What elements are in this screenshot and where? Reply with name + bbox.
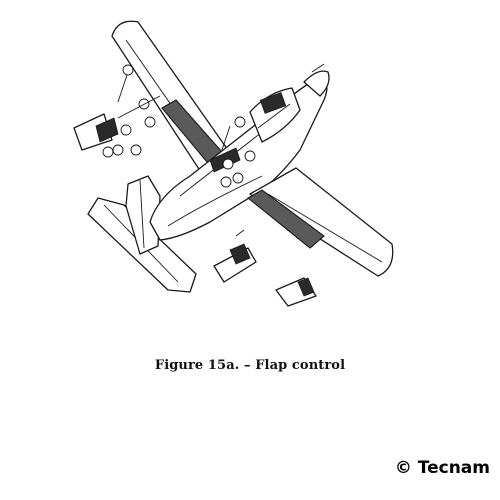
right-flap: [247, 189, 325, 249]
propeller-spinner: [303, 63, 330, 97]
figure-caption: Figure 15a. – Flap control: [154, 358, 346, 373]
cockpit: [249, 87, 301, 143]
flap-hinge-detail-center: [213, 229, 257, 283]
left-flap-actuator-detail: [73, 64, 161, 158]
flap-lever-assembly: [209, 116, 256, 188]
flap-hinge-detail-right: [275, 277, 317, 307]
vertical-fin: [125, 175, 161, 255]
copyright-notice: © Tecnam: [394, 458, 490, 478]
right-wing: [249, 167, 394, 277]
